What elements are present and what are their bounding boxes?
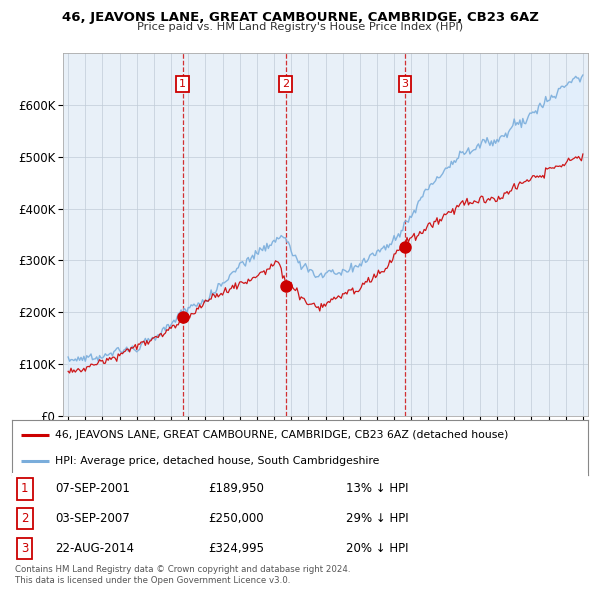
Text: HPI: Average price, detached house, South Cambridgeshire: HPI: Average price, detached house, Sout… xyxy=(55,456,380,466)
Text: 1: 1 xyxy=(21,483,28,496)
Text: 13% ↓ HPI: 13% ↓ HPI xyxy=(346,483,409,496)
Text: 3: 3 xyxy=(401,79,409,89)
Text: 07-SEP-2001: 07-SEP-2001 xyxy=(55,483,130,496)
Text: 1: 1 xyxy=(179,79,186,89)
Text: 3: 3 xyxy=(21,542,28,555)
Text: 22-AUG-2014: 22-AUG-2014 xyxy=(55,542,134,555)
Text: Price paid vs. HM Land Registry's House Price Index (HPI): Price paid vs. HM Land Registry's House … xyxy=(137,22,463,32)
Text: £189,950: £189,950 xyxy=(208,483,264,496)
Text: 46, JEAVONS LANE, GREAT CAMBOURNE, CAMBRIDGE, CB23 6AZ: 46, JEAVONS LANE, GREAT CAMBOURNE, CAMBR… xyxy=(62,11,538,24)
Text: Contains HM Land Registry data © Crown copyright and database right 2024.
This d: Contains HM Land Registry data © Crown c… xyxy=(15,565,350,585)
Text: 2: 2 xyxy=(282,79,289,89)
Text: 29% ↓ HPI: 29% ↓ HPI xyxy=(346,512,409,525)
Text: 03-SEP-2007: 03-SEP-2007 xyxy=(55,512,130,525)
Text: £250,000: £250,000 xyxy=(208,512,263,525)
Text: 46, JEAVONS LANE, GREAT CAMBOURNE, CAMBRIDGE, CB23 6AZ (detached house): 46, JEAVONS LANE, GREAT CAMBOURNE, CAMBR… xyxy=(55,430,509,440)
Text: £324,995: £324,995 xyxy=(208,542,264,555)
Text: 2: 2 xyxy=(21,512,28,525)
Text: 20% ↓ HPI: 20% ↓ HPI xyxy=(346,542,409,555)
